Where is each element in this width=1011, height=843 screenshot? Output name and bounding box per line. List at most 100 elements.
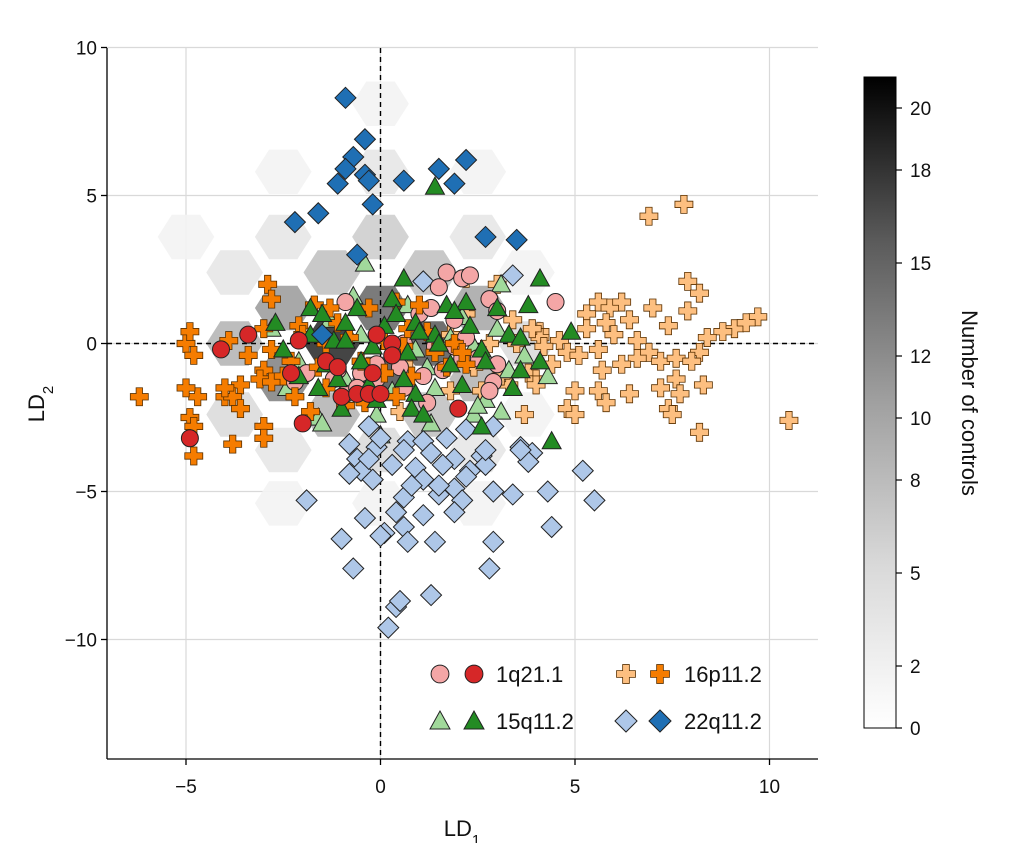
point-16p11-2-dark	[250, 369, 270, 389]
hexbin	[254, 481, 312, 526]
point-16p11-2-control-light	[693, 375, 713, 395]
point-15q11-2-dark	[486, 297, 508, 317]
point-16p11-2-control-light	[604, 325, 624, 345]
point-16p11-2-control-light	[690, 342, 709, 362]
point-16p11-2-dark	[452, 342, 472, 362]
point-16p11-2-control-light	[534, 337, 554, 356]
point-16p11-2-control-light	[577, 319, 597, 339]
y-axis-title: LD2	[24, 386, 57, 422]
point-15q11-2-control-light	[514, 344, 535, 364]
point-16p11-2-control-light	[557, 342, 577, 362]
point-22q11-2-control-light	[357, 447, 381, 471]
point-15q11-2-dark	[307, 377, 329, 396]
point-15q11-2-control-light	[366, 404, 387, 423]
y-tick-label: 0	[86, 335, 97, 356]
y-tick-label: −10	[65, 631, 97, 652]
point-15q11-2-dark	[541, 430, 563, 450]
point-16p11-2-control-light	[565, 405, 585, 424]
point-1q21-1-control-light	[429, 278, 448, 297]
x-tick-label: 5	[570, 777, 581, 798]
point-15q11-2-control-light	[467, 395, 489, 414]
point-16p11-2-control-light	[620, 384, 639, 404]
point-15q11-2-dark	[381, 288, 403, 308]
point-15q11-2-dark	[335, 330, 356, 349]
point-1q21-1-dark	[282, 364, 301, 383]
point-1q21-1-dark	[239, 325, 258, 344]
point-1q21-1-dark	[289, 331, 308, 350]
point-16p11-2-dark	[262, 289, 281, 309]
point-16p11-2-control-light	[390, 402, 410, 421]
point-16p11-2-dark	[254, 319, 274, 339]
point-16p11-2-control-light	[690, 283, 709, 303]
point-16p11-2-dark	[285, 387, 305, 407]
point-15q11-2-control-light	[490, 273, 512, 293]
point-22q11-2-control-light	[478, 557, 501, 580]
point-15q11-2-dark	[451, 374, 473, 394]
legend-marker-22q11-2-dark	[648, 709, 672, 733]
point-22q11-2-control-light	[330, 527, 353, 551]
point-16p11-2-dark	[129, 387, 149, 407]
point-22q11-2-dark	[310, 323, 334, 346]
legend-marker-16p11-2-light	[616, 664, 636, 684]
point-1q21-1-control-light	[460, 266, 479, 285]
point-16p11-2-control-light	[678, 271, 698, 291]
point-22q11-2-control-light	[443, 501, 466, 524]
point-15q11-2-dark	[300, 297, 321, 317]
point-22q11-2-dark	[326, 172, 349, 195]
point-16p11-2-control-light	[690, 422, 709, 442]
point-1q21-1-control-light	[480, 381, 499, 400]
colorbar-tick-label: 0	[910, 719, 921, 740]
point-22q11-2-control-light	[361, 468, 384, 491]
point-22q11-2-control-light	[501, 483, 524, 506]
data-points	[129, 86, 799, 639]
point-15q11-2-dark	[510, 327, 531, 346]
point-16p11-2-control-light	[658, 316, 678, 336]
point-22q11-2-dark	[307, 202, 330, 225]
point-22q11-2-control-light	[571, 459, 594, 482]
point-22q11-2-dark	[427, 157, 451, 181]
point-16p11-2-dark	[215, 378, 235, 398]
point-22q11-2-dark	[361, 193, 384, 216]
point-1q21-1-dark	[293, 414, 312, 433]
point-16p11-2-control-light	[651, 378, 670, 398]
point-15q11-2-dark	[471, 415, 492, 435]
point-15q11-2-dark	[424, 176, 446, 195]
legend-marker-15q11-2-dark	[463, 709, 485, 730]
point-16p11-2-control-light	[666, 348, 686, 368]
point-22q11-2-control-light	[392, 438, 416, 462]
point-16p11-2-control-light	[612, 354, 632, 374]
point-15q11-2-dark	[397, 341, 419, 361]
point-16p11-2-control-light	[627, 348, 647, 368]
point-15q11-2-dark	[405, 383, 426, 402]
point-1q21-1-control-light	[336, 293, 355, 312]
point-16p11-2-dark	[176, 378, 196, 398]
point-15q11-2-dark	[272, 338, 294, 358]
point-15q11-2-dark	[393, 267, 415, 287]
point-15q11-2-dark	[517, 294, 539, 314]
x-tick-label: 10	[759, 777, 780, 798]
point-16p11-2-control-light	[639, 206, 659, 226]
point-1q21-1-dark	[383, 346, 402, 365]
legend-marker-22q11-2-light	[614, 709, 638, 733]
point-22q11-2-control-light	[380, 453, 404, 477]
point-16p11-2-control-light	[592, 360, 612, 380]
point-16p11-2-control-light	[569, 345, 589, 365]
point-15q11-2-dark	[455, 291, 477, 311]
legend-label: 16p11.2	[684, 662, 762, 687]
point-16p11-2-dark	[262, 340, 281, 359]
point-16p11-2-control-light	[627, 331, 647, 350]
point-16p11-2-dark	[180, 322, 200, 342]
axes: −5 0 5 10 −10 −5 0 5 10	[65, 39, 818, 798]
x-tick-label: 0	[375, 777, 386, 798]
colorbar-label: Number of controls	[957, 310, 982, 496]
legend-marker-15q11-2-light	[429, 709, 451, 730]
point-16p11-2-control-light	[662, 405, 682, 424]
point-22q11-2-control-light	[412, 270, 435, 293]
point-22q11-2-control-light	[536, 480, 559, 503]
point-22q11-2-control-light	[412, 503, 435, 527]
point-16p11-2-dark	[184, 446, 204, 466]
point-22q11-2-dark	[283, 210, 307, 234]
point-1q21-1-dark	[328, 358, 347, 377]
point-22q11-2-control-light	[431, 453, 454, 477]
